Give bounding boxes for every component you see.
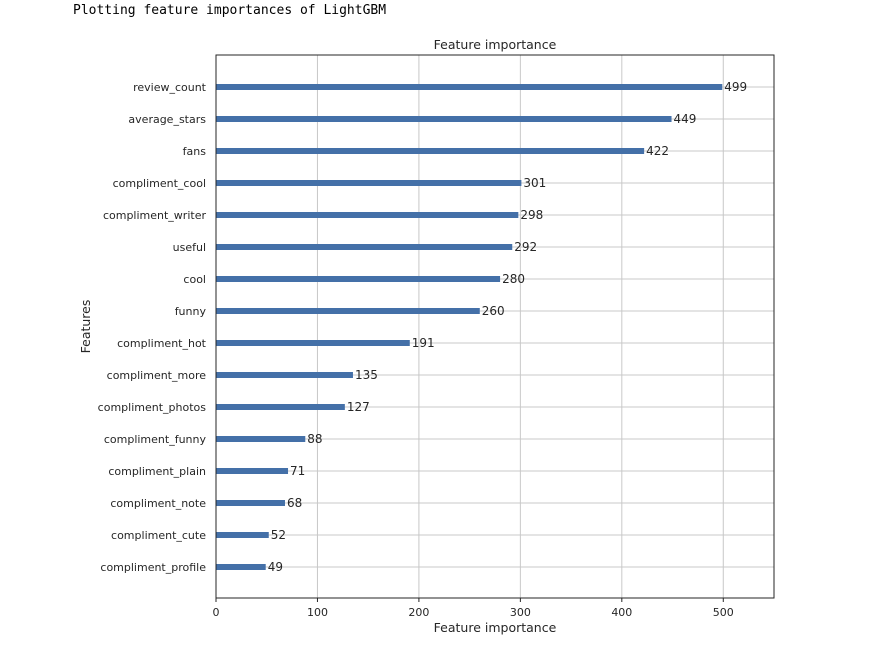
x-tick-label: 200 [408, 606, 429, 619]
bar-compliment_plain [216, 468, 289, 474]
value-label: 52 [271, 528, 286, 542]
bar-compliment_note [216, 500, 285, 506]
bar-average_stars [216, 116, 672, 122]
bar-useful [216, 244, 513, 250]
y-tick-label: compliment_plain [108, 465, 206, 478]
bar-compliment_more [216, 372, 353, 378]
x-tick-label: 300 [510, 606, 531, 619]
bar-compliment_profile [216, 564, 266, 570]
x-axis-label: Feature importance [434, 620, 557, 635]
y-tick-label: cool [183, 273, 206, 286]
bar-review_count [216, 84, 723, 90]
y-tick-label: useful [173, 241, 206, 254]
value-label: 49 [268, 560, 283, 574]
notebook-heading: Plotting feature importances of LightGBM [73, 3, 387, 18]
value-label: 127 [347, 400, 370, 414]
value-label: 260 [482, 304, 505, 318]
bars [216, 84, 723, 570]
x-tick-label: 100 [307, 606, 328, 619]
value-label: 88 [307, 432, 322, 446]
y-tick-label: funny [175, 305, 207, 318]
y-tick-label: compliment_hot [117, 337, 207, 350]
bar-funny [216, 308, 480, 314]
value-label: 449 [674, 112, 697, 126]
value-labels: 499 449 422 301 298 292 280 260 191 135 127 88 71 68 5… [268, 80, 747, 574]
y-tick-label: review_count [133, 81, 207, 94]
y-tick-label: compliment_writer [103, 209, 207, 222]
chart-title: Feature importance [434, 37, 557, 52]
y-tick-label: compliment_cool [113, 177, 206, 190]
x-tick-label: 500 [713, 606, 734, 619]
value-label: 499 [724, 80, 747, 94]
y-tick-label: compliment_photos [98, 401, 207, 414]
y-tick-label: compliment_note [110, 497, 206, 510]
value-label: 301 [523, 176, 546, 190]
y-axis-label: Features [78, 300, 93, 354]
y-tick-label: average_stars [128, 113, 206, 126]
y-tick-label: fans [183, 145, 207, 158]
value-label: 71 [290, 464, 305, 478]
bar-fans [216, 148, 645, 154]
bar-compliment_writer [216, 212, 519, 218]
value-label: 422 [646, 144, 669, 158]
y-tick-label: compliment_funny [104, 433, 207, 446]
x-ticks: 0 100 200 300 400 500 [213, 598, 734, 619]
grid-lines [215, 55, 774, 598]
y-tick-label: compliment_profile [100, 561, 206, 574]
bar-cool [216, 276, 501, 282]
value-label: 292 [514, 240, 537, 254]
value-label: 298 [520, 208, 543, 222]
x-tick-label: 400 [611, 606, 632, 619]
bar-compliment_hot [216, 340, 410, 346]
bar-compliment_funny [216, 436, 306, 442]
bar-compliment_photos [216, 404, 345, 410]
value-label: 68 [287, 496, 302, 510]
value-label: 280 [502, 272, 525, 286]
x-tick-label: 0 [213, 606, 220, 619]
bar-compliment_cute [216, 532, 269, 538]
value-label: 135 [355, 368, 378, 382]
bar-compliment_cool [216, 180, 522, 186]
y-tick-label: compliment_more [107, 369, 207, 382]
y-tick-label: compliment_cute [111, 529, 206, 542]
value-label: 191 [412, 336, 435, 350]
plot-frame [215, 54, 775, 599]
